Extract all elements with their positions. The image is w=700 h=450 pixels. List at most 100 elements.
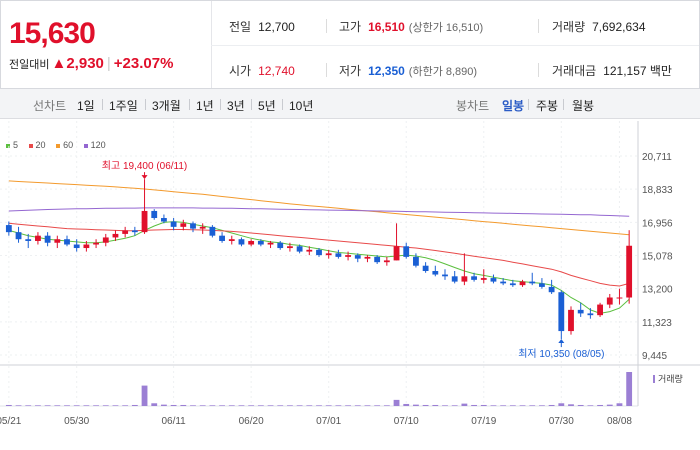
candlestick-chart[interactable]: 20,711 18,833 16,956 15,078 13,200 11,323 9,44…: [0, 120, 700, 450]
candle-body: [548, 286, 555, 293]
volume-bar: [219, 405, 225, 406]
volume-bar: [335, 405, 342, 406]
tab-1year[interactable]: 1년: [196, 99, 214, 113]
volume-bar: [490, 405, 497, 406]
volume-bar: [413, 404, 419, 406]
volume-bar: [422, 404, 429, 406]
candle-body: [451, 276, 458, 282]
candle-body: [364, 256, 371, 259]
tab-separator: [189, 99, 190, 110]
volume-bar: [5, 404, 12, 406]
tab-10year[interactable]: 10년: [289, 99, 314, 113]
volume-bar: [131, 404, 138, 406]
price-box: 15,630 전일대비 ▲2,930 | +23.07%: [1, 1, 212, 88]
tab-separator: [220, 99, 221, 110]
candle-body: [267, 242, 274, 245]
candle-body: [141, 210, 148, 233]
x-tick-label: 08/08: [607, 416, 632, 427]
volume-bar: [587, 405, 594, 406]
volume-bar: [539, 405, 545, 406]
volume-bar: [199, 405, 206, 406]
tab-3month[interactable]: 3개월: [152, 99, 181, 113]
candle-body: [54, 239, 61, 243]
low-annotation: 최저 10,350 (08/05): [518, 348, 604, 360]
x-tick-label: 07/30: [549, 416, 574, 427]
tab-separator: [102, 99, 103, 110]
trade-value: 거래대금 121,157 백만: [552, 64, 672, 78]
candle-body: [500, 281, 507, 284]
volume-bar: [461, 403, 468, 406]
x-tick-label: 06/11: [161, 416, 186, 427]
volume-bar: [354, 405, 361, 406]
x-tick-label: 05/30: [64, 416, 89, 427]
volume-bar: [64, 405, 70, 406]
change-amount: 2,930: [66, 55, 104, 72]
volume-bar: [471, 404, 477, 406]
candle-body: [325, 253, 332, 256]
volume-bar: [122, 405, 129, 406]
change-rate: +23.07%: [113, 55, 174, 72]
candle-body: [5, 225, 12, 233]
volume-bar: [316, 405, 322, 406]
separator: [326, 63, 327, 77]
volume-bar: [141, 385, 148, 406]
candle-body: [64, 239, 70, 245]
legend-ma60: 60: [56, 140, 73, 150]
x-tick-label: 07/10: [394, 416, 419, 427]
candle-body: [606, 297, 613, 305]
volume-bar: [83, 405, 90, 406]
candle-body: [335, 253, 342, 257]
candle-body: [73, 244, 80, 249]
volume-bar: [102, 405, 109, 406]
tab-daily[interactable]: 일봉: [502, 99, 525, 113]
candle-body: [519, 281, 526, 286]
tab-separator: [528, 99, 529, 110]
volume-bar: [403, 403, 410, 406]
volume-bar: [73, 405, 80, 406]
candle-body: [44, 235, 51, 243]
volume-bar: [93, 405, 99, 406]
tab-5year[interactable]: 5년: [258, 99, 276, 113]
volume-bar: [558, 403, 565, 406]
tab-1week[interactable]: 1주일: [109, 99, 138, 113]
candle-body: [161, 218, 167, 222]
legend-swatch: [56, 143, 61, 148]
candle-body: [190, 223, 196, 229]
legend-swatch: [6, 143, 10, 148]
volume-bar: [238, 405, 245, 406]
tab-weekly[interactable]: 주봉: [536, 99, 559, 113]
candle-body: [112, 233, 119, 238]
tab-3year[interactable]: 3년: [227, 99, 245, 113]
candle-body: [209, 226, 216, 236]
x-tick-label: 05/21: [0, 416, 22, 427]
tab-separator: [282, 99, 283, 110]
volume-legend-swatch: [653, 375, 655, 383]
volume-bar: [161, 404, 167, 406]
volume-bar: [442, 405, 448, 406]
volume-bar: [228, 405, 235, 406]
x-tick-label: 07/19: [471, 416, 496, 427]
volume-bar: [267, 405, 274, 406]
volume-bar: [577, 404, 584, 406]
volume-bar: [306, 405, 313, 406]
ma-line-5: [8, 221, 630, 314]
volume-bar: [626, 372, 633, 406]
tab-1day[interactable]: 1일: [77, 99, 95, 113]
tab-monthly[interactable]: 월봉: [572, 99, 595, 113]
volume-bar: [597, 404, 603, 406]
x-tick-label: 06/20: [239, 416, 264, 427]
candle-body: [306, 249, 313, 252]
tab-separator: [251, 99, 252, 110]
y-tick-label: 16,956: [642, 218, 673, 229]
quote-divider: [211, 45, 699, 46]
candle-body: [626, 245, 633, 298]
candle-body: [383, 260, 390, 263]
candle-body: [345, 255, 351, 257]
volume-bar: [509, 405, 516, 406]
candle-body: [170, 221, 177, 227]
legend-swatch: [83, 143, 88, 148]
y-tick-label: 20,711: [642, 152, 672, 163]
open-price: 시가 12,740: [229, 64, 295, 78]
legend-ma120: 120: [83, 140, 106, 150]
candle-body: [287, 246, 293, 249]
